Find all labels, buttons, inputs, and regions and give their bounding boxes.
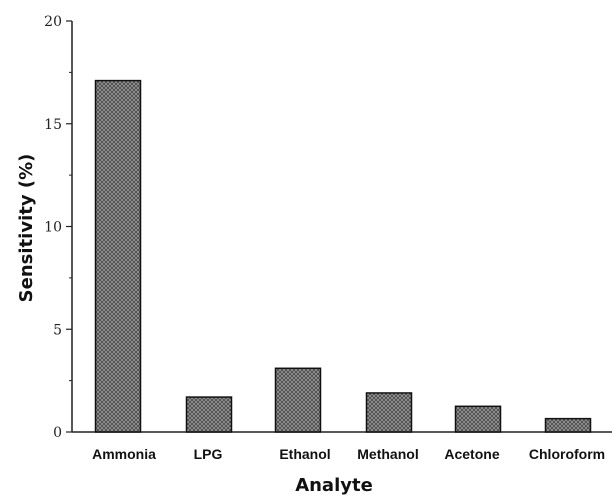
bars (94, 79, 592, 433)
y-axis (66, 20, 73, 433)
bar-chloroform (544, 417, 592, 433)
y-tick-label: 20 (44, 14, 62, 30)
bar-lpg (185, 396, 233, 433)
x-category-label: Ethanol (279, 446, 330, 462)
x-axis-title: Analyte (295, 475, 373, 496)
y-tick-label: 10 (44, 220, 62, 236)
bar-acetone (454, 405, 502, 433)
x-category-label: LPG (194, 446, 223, 462)
x-category-label: Ammonia (92, 446, 156, 462)
x-category-label: Acetone (444, 446, 499, 462)
x-category-label: Methanol (357, 446, 418, 462)
x-category-labels: Ammonia LPG Ethanol Methanol Acetone Chlorofo… (92, 446, 605, 462)
bar-ammonia (94, 79, 142, 433)
bar-methanol (365, 392, 413, 433)
y-tick-label: 5 (53, 322, 62, 338)
y-tick-labels: 0 5 10 15 20 (44, 14, 62, 441)
y-tick-label: 0 (53, 425, 62, 441)
bar-ethanol (274, 367, 322, 433)
y-tick-label: 15 (44, 117, 62, 133)
y-axis-title: Sensitivity (%) (16, 154, 37, 303)
x-category-label: Chloroform (529, 446, 605, 462)
